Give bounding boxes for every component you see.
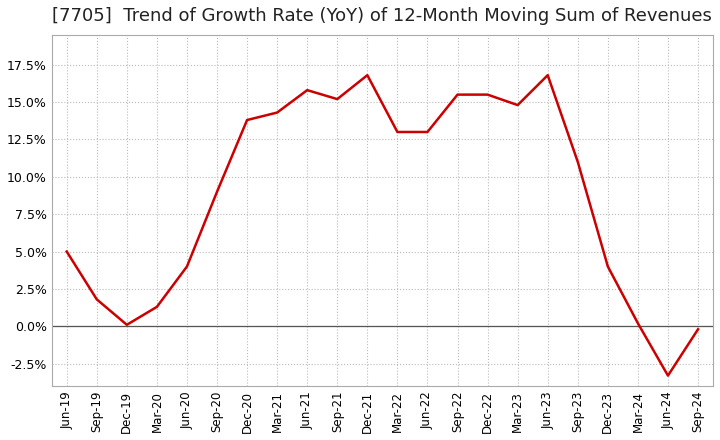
Title: [7705]  Trend of Growth Rate (YoY) of 12-Month Moving Sum of Revenues: [7705] Trend of Growth Rate (YoY) of 12-… <box>53 7 712 25</box>
